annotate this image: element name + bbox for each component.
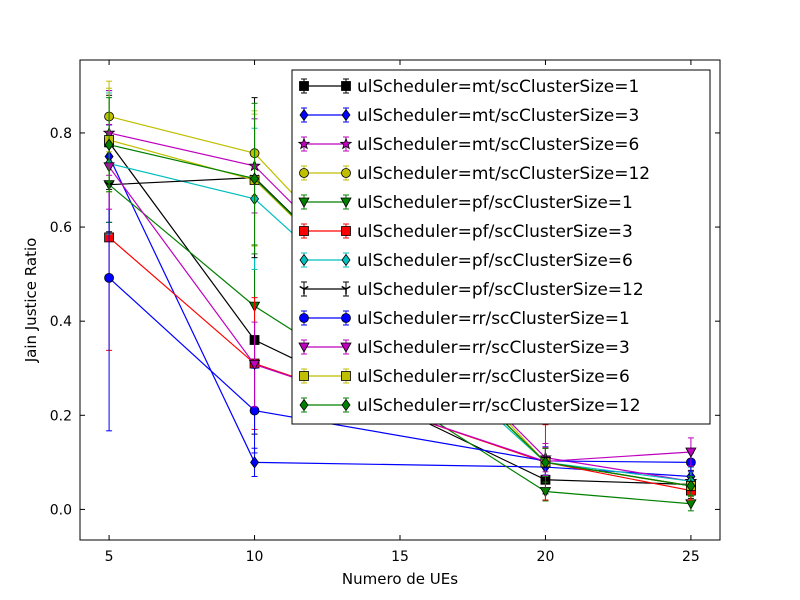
data-point xyxy=(686,479,696,493)
legend-label: ulScheduler=pf/scClusterSize=3 xyxy=(357,222,633,242)
legend-marker xyxy=(341,371,351,381)
legend-marker xyxy=(299,168,309,178)
legend-item: ulScheduler=rr/scClusterSize=12 xyxy=(299,396,641,416)
y-axis-label: Jain Justice Ratio xyxy=(22,238,40,364)
legend-marker xyxy=(299,398,309,412)
legend-marker xyxy=(297,137,311,150)
x-axis-label: Numero de UEs xyxy=(342,570,458,588)
legend-marker xyxy=(340,197,352,208)
y-tick-label: 0.4 xyxy=(50,314,72,330)
data-point xyxy=(104,272,114,283)
legend-item: ulScheduler=rr/scClusterSize=6 xyxy=(299,367,630,387)
legend: ulScheduler=mt/scClusterSize=1 ulSchedule… xyxy=(291,69,711,425)
legend-item: ulScheduler=pf/scClusterSize=6 xyxy=(299,251,633,271)
legend-item: ulScheduler=mt/scClusterSize=6 xyxy=(297,135,639,155)
data-point xyxy=(250,172,260,185)
legend-marker xyxy=(299,313,309,323)
legend-label: ulScheduler=mt/scClusterSize=6 xyxy=(357,135,639,155)
y-tick-label: 0.8 xyxy=(50,126,72,142)
legend-box xyxy=(291,69,711,425)
legend-marker xyxy=(299,285,309,294)
legend-marker xyxy=(341,313,351,323)
legend-marker xyxy=(298,197,310,208)
legend-marker xyxy=(339,137,353,150)
legend-label: ulScheduler=rr/scClusterSize=3 xyxy=(357,338,630,358)
legend-marker xyxy=(341,226,351,236)
legend-marker xyxy=(299,108,309,122)
legend-label: ulScheduler=mt/scClusterSize=3 xyxy=(357,106,639,126)
legend-marker xyxy=(341,253,351,267)
data-point xyxy=(540,456,550,469)
legend-marker xyxy=(299,226,309,236)
x-tick-label: 15 xyxy=(391,549,409,565)
legend-item: ulScheduler=mt/scClusterSize=3 xyxy=(299,106,639,126)
legend-marker xyxy=(299,81,309,91)
legend-label: ulScheduler=rr/scClusterSize=12 xyxy=(357,396,641,416)
data-point xyxy=(249,405,260,416)
legend-marker xyxy=(341,81,351,91)
y-tick-label: 0.0 xyxy=(50,502,72,518)
legend-marker xyxy=(299,371,309,381)
legend-label: ulScheduler=pf/scClusterSize=1 xyxy=(357,193,633,213)
x-tick-label: 10 xyxy=(246,549,264,565)
ticks-layer: 5 10 15 20 25 0.0 0.2 0.4 0.6 0.8 xyxy=(50,60,720,565)
legend-label: ulScheduler=pf/scClusterSize=12 xyxy=(357,280,644,300)
legend-marker xyxy=(298,342,310,353)
x-tick-label: 5 xyxy=(105,549,114,565)
marker-stroke xyxy=(345,285,351,290)
legend-item: ulScheduler=rr/scClusterSize=1 xyxy=(299,309,630,329)
marker-stroke xyxy=(108,181,114,186)
legend-item: ulScheduler=pf/scClusterSize=1 xyxy=(298,193,633,213)
legend-item: ulScheduler=rr/scClusterSize=3 xyxy=(298,338,630,358)
legend-marker xyxy=(341,168,351,178)
legend-marker xyxy=(340,342,352,353)
legend-marker xyxy=(341,398,351,412)
legend-marker xyxy=(341,285,351,294)
y-tick-label: 0.2 xyxy=(50,408,72,424)
x-tick-label: 25 xyxy=(682,549,700,565)
data-point xyxy=(104,138,114,151)
data-point xyxy=(248,360,261,371)
marker-stroke xyxy=(303,285,309,290)
legend-label: ulScheduler=pf/scClusterSize=6 xyxy=(357,251,633,271)
data-point xyxy=(250,456,260,469)
y-tick-label: 0.6 xyxy=(50,220,72,236)
data-point xyxy=(685,447,697,458)
marker-stroke xyxy=(104,181,110,186)
marker-stroke xyxy=(341,285,347,290)
series-line xyxy=(108,277,691,463)
legend-item: ulScheduler=mt/scClusterSize=1 xyxy=(299,77,639,97)
legend-marker xyxy=(299,253,309,267)
legend-label: ulScheduler=rr/scClusterSize=6 xyxy=(357,367,630,387)
legend-label: ulScheduler=rr/scClusterSize=1 xyxy=(357,309,630,329)
legend-item: ulScheduler=pf/scClusterSize=12 xyxy=(299,280,644,300)
marker-stroke xyxy=(299,285,305,290)
legend-label: ulScheduler=mt/scClusterSize=12 xyxy=(357,164,650,184)
legend-label: ulScheduler=mt/scClusterSize=1 xyxy=(357,77,639,97)
legend-item: ulScheduler=pf/scClusterSize=3 xyxy=(299,222,633,242)
legend-marker xyxy=(341,108,351,122)
x-tick-label: 20 xyxy=(537,549,555,565)
legend-item: ulScheduler=mt/scClusterSize=12 xyxy=(299,164,650,184)
